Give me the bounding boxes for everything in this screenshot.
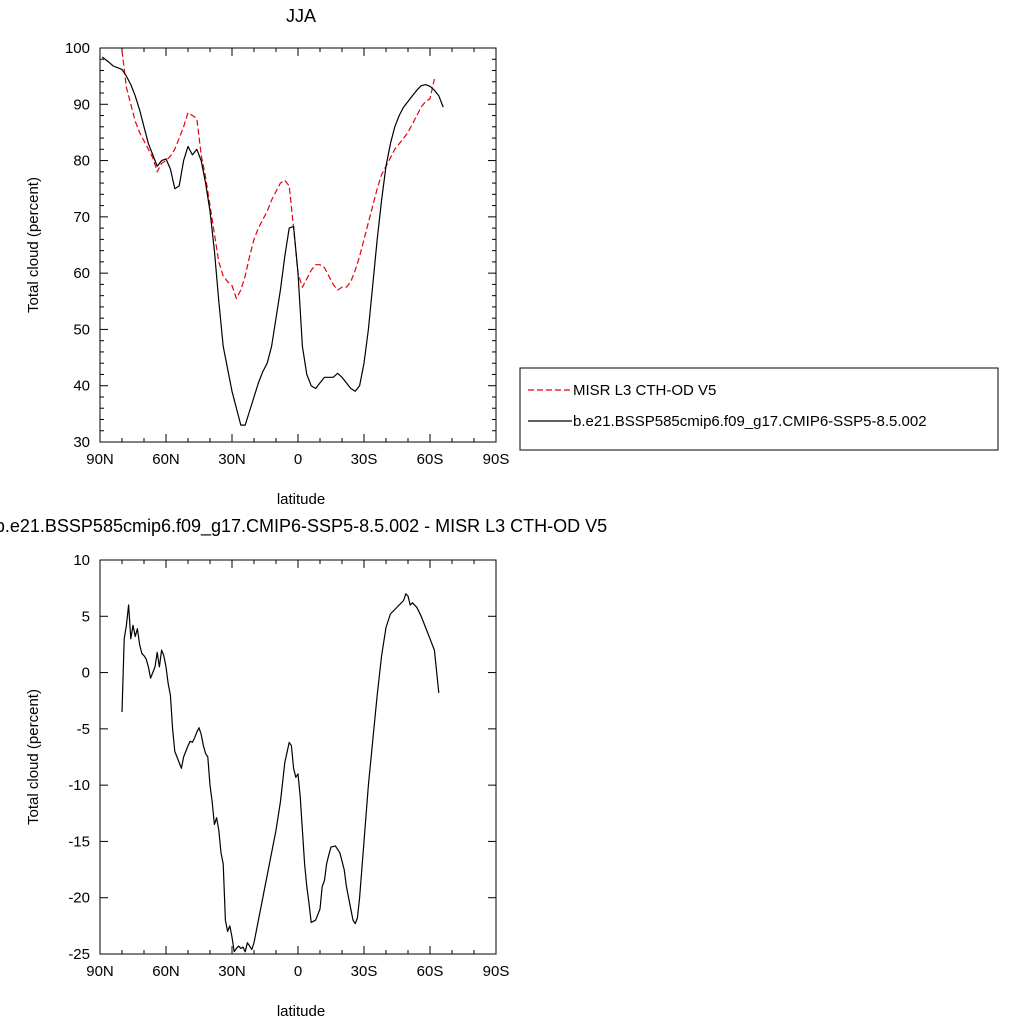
bottom-chart-y-axis-label: Total cloud (percent) xyxy=(25,689,42,825)
x-tick-label: 0 xyxy=(294,451,302,468)
y-tick-label: 5 xyxy=(82,608,90,625)
top-chart: JJA 90N 60N 30N 0 30S 60S 90S 30 40 50 60 70 80 90 10… xyxy=(25,6,999,508)
x-tick-label: 30S xyxy=(351,451,378,468)
y-tick-label: -25 xyxy=(68,946,90,963)
y-tick-label: 80 xyxy=(73,153,90,170)
y-tick-label: 40 xyxy=(73,378,90,395)
y-tick-label: 60 xyxy=(73,265,90,282)
x-tick-label: 90N xyxy=(86,963,114,980)
legend-label-misr: MISR L3 CTH-OD V5 xyxy=(573,382,716,399)
top-chart-ticks xyxy=(99,47,497,443)
x-tick-label: 0 xyxy=(294,963,302,980)
bottom-chart-plot-frame xyxy=(99,559,497,955)
x-tick-label: 60S xyxy=(417,451,444,468)
bottom-chart: b.e21.BSSP585cmip6.f09_g17.CMIP6-SSP5-8.… xyxy=(0,516,607,1020)
y-tick-label: 10 xyxy=(73,552,90,569)
bottom-chart-x-axis-label: latitude xyxy=(277,1003,325,1020)
y-tick-label: -15 xyxy=(68,833,90,850)
y-tick-label: 90 xyxy=(73,96,90,113)
x-tick-label: 90N xyxy=(86,451,114,468)
x-tick-label: 90S xyxy=(483,451,510,468)
bottom-chart-x-tick-labels: 90N 60N 30N 0 30S 60S 90S xyxy=(86,963,509,980)
x-tick-label: 30N xyxy=(218,451,246,468)
top-chart-legend: MISR L3 CTH-OD V5 b.e21.BSSP585cmip6.f09… xyxy=(519,367,999,451)
top-chart-x-axis-label: latitude xyxy=(277,491,325,508)
top-chart-y-axis-label: Total cloud (percent) xyxy=(25,177,42,313)
series-line-0 xyxy=(121,593,440,953)
series-line-1 xyxy=(101,56,444,426)
x-tick-label: 60N xyxy=(152,451,180,468)
y-tick-label: -10 xyxy=(68,777,90,794)
y-tick-label: -5 xyxy=(77,721,90,738)
bottom-chart-series-lines xyxy=(121,593,440,953)
top-chart-x-tick-labels: 90N 60N 30N 0 30S 60S 90S xyxy=(86,451,509,468)
bottom-chart-title: b.e21.BSSP585cmip6.f09_g17.CMIP6-SSP5-8.… xyxy=(0,516,607,537)
bottom-chart-y-tick-labels: -25 -20 -15 -10 -5 0 5 10 xyxy=(68,552,90,963)
y-tick-label: 0 xyxy=(82,665,90,682)
x-tick-label: 30N xyxy=(218,963,246,980)
x-tick-label: 60N xyxy=(152,963,180,980)
y-tick-label: -20 xyxy=(68,890,90,907)
series-line-0 xyxy=(121,50,435,300)
x-tick-label: 90S xyxy=(483,963,510,980)
x-tick-label: 60S xyxy=(417,963,444,980)
top-chart-title: JJA xyxy=(286,6,316,26)
top-chart-y-tick-labels: 30 40 50 60 70 80 90 100 xyxy=(65,40,90,451)
legend-box xyxy=(519,367,999,451)
y-tick-label: 100 xyxy=(65,40,90,57)
top-chart-plot-frame xyxy=(99,47,497,443)
legend-label-model: b.e21.BSSP585cmip6.f09_g17.CMIP6-SSP5-8.… xyxy=(573,413,927,430)
bottom-chart-ticks xyxy=(99,559,497,955)
y-tick-label: 30 xyxy=(73,434,90,451)
x-tick-label: 30S xyxy=(351,963,378,980)
y-tick-label: 50 xyxy=(73,321,90,338)
top-chart-series-lines xyxy=(101,50,444,426)
y-tick-label: 70 xyxy=(73,209,90,226)
